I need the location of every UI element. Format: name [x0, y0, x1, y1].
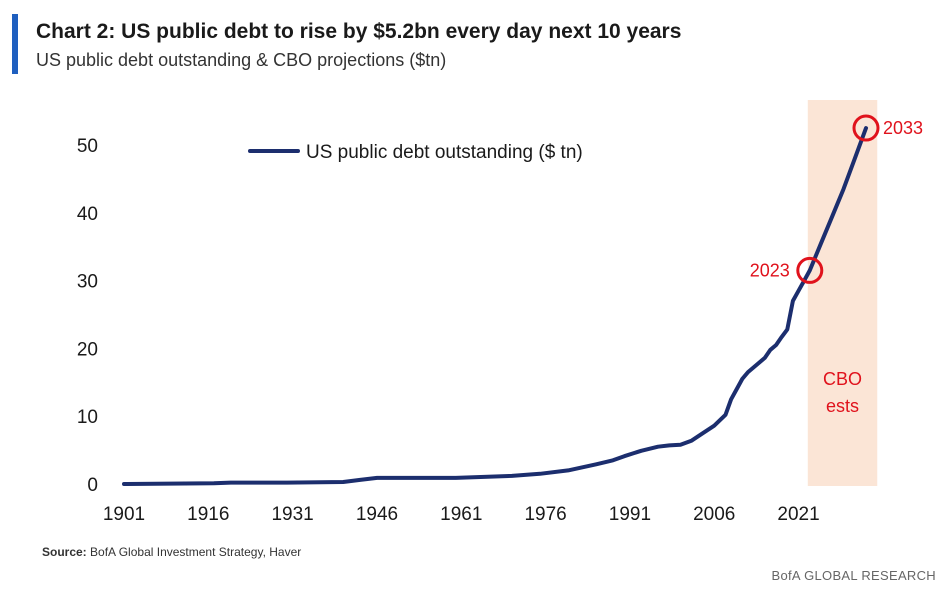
x-tick-label: 1991 — [609, 504, 651, 525]
x-tick-label: 1931 — [271, 504, 313, 525]
legend-label: US public debt outstanding ($ tn) — [306, 142, 583, 163]
x-tick-label: 1976 — [524, 504, 566, 525]
chart-title: Chart 2: US public debt to rise by $5.2b… — [36, 20, 682, 43]
y-tick-label: 30 — [77, 272, 98, 293]
y-tick-label: 0 — [87, 475, 98, 496]
y-tick-label: 20 — [77, 339, 98, 360]
projection-band-label: CBO — [823, 369, 862, 389]
source-text: BofA Global Investment Strategy, Haver — [90, 545, 302, 559]
series-line — [122, 126, 868, 486]
source-label: Source: — [42, 545, 87, 559]
x-tick-label: 1901 — [103, 504, 145, 525]
line-chart: CBO ests 0 10 20 30 40 50 1901 1916 1931 1946 1961 1… — [77, 100, 923, 525]
title-accent-bar — [12, 14, 18, 74]
x-tick-label: 1961 — [440, 504, 482, 525]
x-tick-label: 2006 — [693, 504, 735, 525]
x-tick-label: 1916 — [187, 504, 229, 525]
chart-subtitle: US public debt outstanding & CBO project… — [36, 50, 447, 70]
y-tick-label: 50 — [77, 136, 98, 157]
y-tick-label: 40 — [77, 204, 98, 225]
y-tick-label: 10 — [77, 407, 98, 428]
x-tick-label: 2021 — [777, 504, 819, 525]
projection-band — [807, 100, 878, 486]
projection-band-label: ests — [826, 396, 859, 416]
brand-label: BofA GLOBAL RESEARCH — [771, 568, 936, 583]
annotation-label: 2033 — [883, 118, 923, 138]
annotation-marker — [796, 256, 824, 284]
x-tick-label: 1946 — [356, 504, 398, 525]
annotation-marker — [852, 114, 880, 142]
annotation-label: 2023 — [750, 260, 790, 280]
source-note: Source: BofA Global Investment Strategy,… — [42, 545, 301, 559]
